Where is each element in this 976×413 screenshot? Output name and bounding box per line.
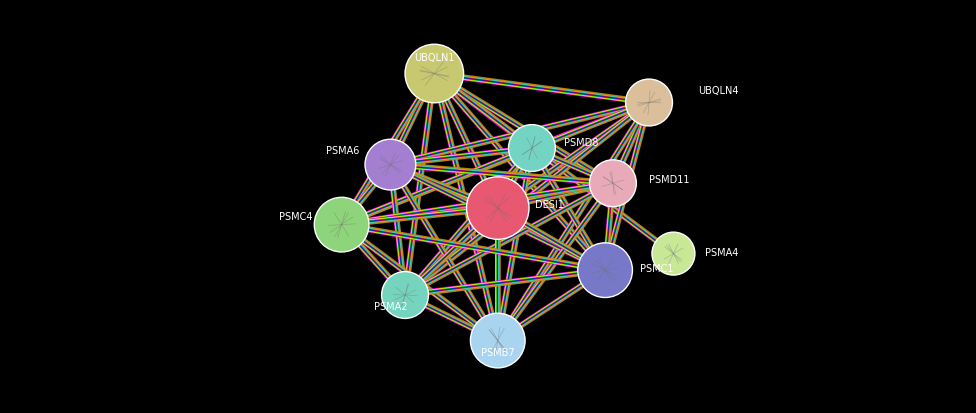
Text: PSMB7: PSMB7	[481, 347, 514, 357]
Ellipse shape	[652, 233, 695, 275]
Ellipse shape	[508, 125, 555, 172]
Text: PSMA2: PSMA2	[374, 301, 407, 311]
Ellipse shape	[590, 160, 636, 207]
Text: PSMC1: PSMC1	[640, 263, 673, 273]
Text: PSMD11: PSMD11	[649, 175, 689, 185]
Text: PSMD8: PSMD8	[564, 138, 598, 147]
Ellipse shape	[467, 178, 529, 240]
Text: PSMC4: PSMC4	[279, 212, 312, 222]
Ellipse shape	[314, 198, 369, 252]
Text: DESI1: DESI1	[535, 199, 564, 209]
Ellipse shape	[405, 45, 464, 104]
Ellipse shape	[365, 140, 416, 190]
Text: PSMA4: PSMA4	[705, 247, 738, 257]
Ellipse shape	[382, 272, 428, 319]
Text: PSMA6: PSMA6	[326, 146, 359, 156]
Text: UBQLN4: UBQLN4	[698, 86, 738, 96]
Ellipse shape	[626, 80, 672, 127]
Ellipse shape	[578, 243, 632, 298]
Ellipse shape	[470, 313, 525, 368]
Text: UBQLN1: UBQLN1	[414, 53, 455, 63]
